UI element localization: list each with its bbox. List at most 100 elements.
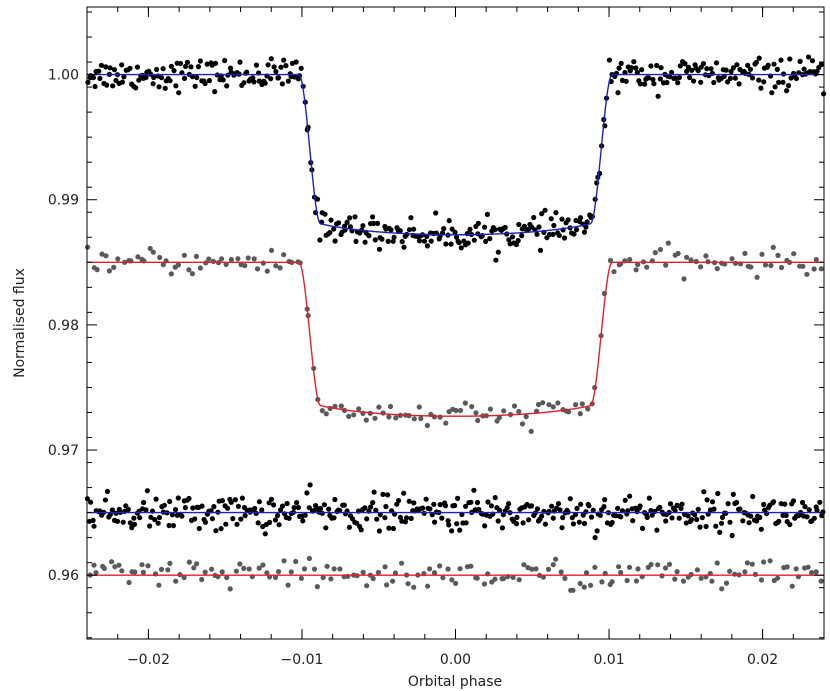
data-point — [168, 63, 174, 69]
data-point — [154, 66, 160, 73]
data-point — [120, 519, 126, 525]
data-point — [485, 499, 491, 505]
data-point — [416, 404, 422, 410]
data-point — [504, 505, 510, 511]
data-point — [376, 404, 382, 410]
data-point — [91, 562, 97, 568]
data-point — [496, 415, 502, 421]
data-point — [646, 75, 652, 81]
data-point — [196, 525, 202, 532]
data-point — [723, 67, 729, 73]
data-point — [457, 566, 463, 572]
y-axis: 0.96 0.97 0.98 0.99 1.00 — [48, 11, 824, 639]
y-tick-label: 0.99 — [48, 193, 79, 209]
data-point — [482, 523, 488, 529]
data-point — [384, 582, 390, 588]
data-point — [123, 503, 129, 509]
data-point — [173, 83, 179, 89]
data-point — [360, 223, 366, 229]
data-point — [648, 63, 654, 69]
data-point — [539, 211, 545, 217]
data-point — [222, 57, 228, 64]
data-point — [186, 267, 192, 273]
data-point — [431, 501, 437, 507]
data-point — [752, 571, 759, 578]
y-tick-label: 1.00 — [48, 68, 79, 84]
data-point — [192, 516, 198, 522]
data-point — [437, 563, 443, 569]
data-point — [306, 555, 312, 562]
data-point — [293, 558, 299, 565]
data-point — [581, 584, 587, 590]
data-point — [566, 409, 572, 415]
data-point — [137, 515, 143, 521]
data-point — [811, 266, 817, 272]
data-point — [657, 246, 664, 253]
data-point — [557, 507, 563, 513]
data-point — [469, 404, 475, 410]
data-point — [260, 260, 266, 266]
data-point — [218, 526, 224, 532]
data-point — [332, 496, 338, 503]
data-point — [255, 520, 261, 526]
data-point — [244, 69, 250, 75]
data-point — [809, 570, 815, 576]
data-point — [465, 240, 471, 246]
data-point — [555, 400, 561, 406]
data-point — [155, 520, 161, 526]
data-point — [375, 220, 381, 226]
data-point — [737, 506, 743, 512]
data-point — [701, 489, 707, 495]
data-point — [275, 75, 282, 81]
data-point — [663, 262, 669, 268]
data-point — [622, 497, 628, 503]
data-point — [119, 568, 125, 574]
data-point — [550, 562, 556, 568]
data-point — [639, 67, 645, 73]
data-point — [385, 492, 391, 498]
data-point — [250, 75, 256, 81]
data-point — [806, 507, 812, 513]
data-point — [428, 238, 434, 244]
data-point — [190, 505, 196, 511]
data-point — [664, 79, 670, 86]
data-point — [283, 63, 289, 69]
data-point — [687, 74, 693, 81]
data-point — [730, 491, 736, 497]
data-point — [526, 517, 532, 523]
data-point — [813, 569, 819, 575]
data-point — [669, 69, 675, 75]
data-point — [112, 564, 118, 570]
data-point — [592, 535, 598, 541]
data-point — [537, 247, 544, 253]
data-point — [797, 58, 803, 64]
data-point — [574, 505, 580, 511]
data-point — [119, 79, 125, 85]
data-point — [104, 82, 110, 88]
data-point — [594, 528, 600, 534]
data-point — [279, 503, 286, 509]
data-point — [445, 566, 451, 572]
x-tick-label: −0.01 — [281, 652, 324, 668]
data-point — [609, 579, 615, 585]
data-point — [304, 490, 310, 496]
data-point — [85, 244, 91, 250]
data-point — [453, 407, 459, 414]
data-point — [110, 83, 116, 89]
data-point — [623, 78, 629, 84]
data-point — [167, 560, 173, 567]
data-point — [181, 252, 187, 258]
data-point — [390, 578, 396, 584]
data-point — [199, 576, 205, 583]
data-point — [553, 556, 559, 562]
data-point — [162, 85, 168, 91]
data-point — [354, 520, 360, 526]
data-point — [99, 251, 105, 257]
data-point — [767, 558, 773, 564]
data-point — [709, 499, 716, 505]
data-point — [732, 75, 738, 81]
data-point — [756, 55, 762, 61]
data-point — [279, 81, 285, 87]
data-point — [585, 406, 591, 412]
data-point — [148, 514, 154, 520]
